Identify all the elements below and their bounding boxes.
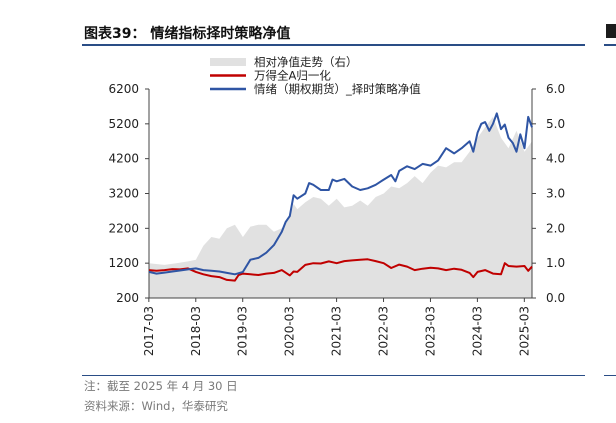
x-tick-label: 2018-03 — [189, 306, 203, 356]
x-tick-label: 2021-03 — [330, 306, 344, 356]
wind-all-a-line — [148, 258, 533, 282]
left-tick-label: 2200 — [108, 221, 139, 235]
right-tick-label: 0.0 — [546, 291, 565, 305]
right-tick-label: 6.0 — [546, 82, 565, 96]
right-tick-label: 4.0 — [546, 152, 565, 166]
strategy-nav-line — [148, 112, 533, 276]
legend-item-strategy-label: 情绪（期权期货）_择时策略净值 — [254, 82, 421, 96]
x-tick-label: 2024-03 — [470, 306, 484, 356]
x-tick-label: 2025-03 — [517, 306, 531, 356]
axes-layer: 200 1200 2200 3200 4200 5200 6200 0.0 1.0 2.0 3.0 4… — [108, 82, 565, 356]
legend-item-relative-nav-swatch — [210, 58, 246, 66]
footnote: 注：截至 2025 年 4 月 30 日 — [84, 379, 238, 393]
x-tick-label: 2023-03 — [424, 306, 438, 356]
next-figure-bottom-rule — [604, 375, 616, 376]
bottom-rule — [82, 375, 585, 376]
left-tick-label: 4200 — [108, 152, 139, 166]
area-series-layer — [149, 116, 532, 299]
legend-item-wind-all-a-label: 万得全A归一化 — [254, 69, 331, 83]
relative-nav-area — [149, 116, 532, 299]
source-note: 资料来源：Wind，华泰研究 — [84, 399, 228, 413]
x-tick-label: 2017-03 — [142, 306, 156, 356]
legend-item-relative-nav-label: 相对净值走势（右） — [254, 55, 358, 69]
left-tick-label: 6200 — [108, 82, 139, 96]
right-tick-label: 2.0 — [546, 221, 565, 235]
line-series-layer — [148, 112, 533, 282]
x-tick-label: 2020-03 — [283, 306, 297, 356]
chart-title: 图表39： 情绪指标择时策略净值 — [84, 26, 291, 42]
x-tick-label: 2019-03 — [236, 306, 250, 356]
next-figure-title-edge — [606, 24, 616, 38]
right-tick-label: 5.0 — [546, 117, 565, 131]
left-tick-label: 5200 — [108, 117, 139, 131]
left-tick-label: 200 — [116, 291, 139, 305]
right-tick-label: 1.0 — [546, 256, 565, 270]
left-tick-label: 1200 — [108, 256, 139, 270]
left-tick-label: 3200 — [108, 187, 139, 201]
top-rule — [82, 44, 585, 46]
next-figure-top-rule — [604, 44, 616, 46]
x-tick-label: 2022-03 — [377, 306, 391, 356]
right-tick-label: 3.0 — [546, 187, 565, 201]
